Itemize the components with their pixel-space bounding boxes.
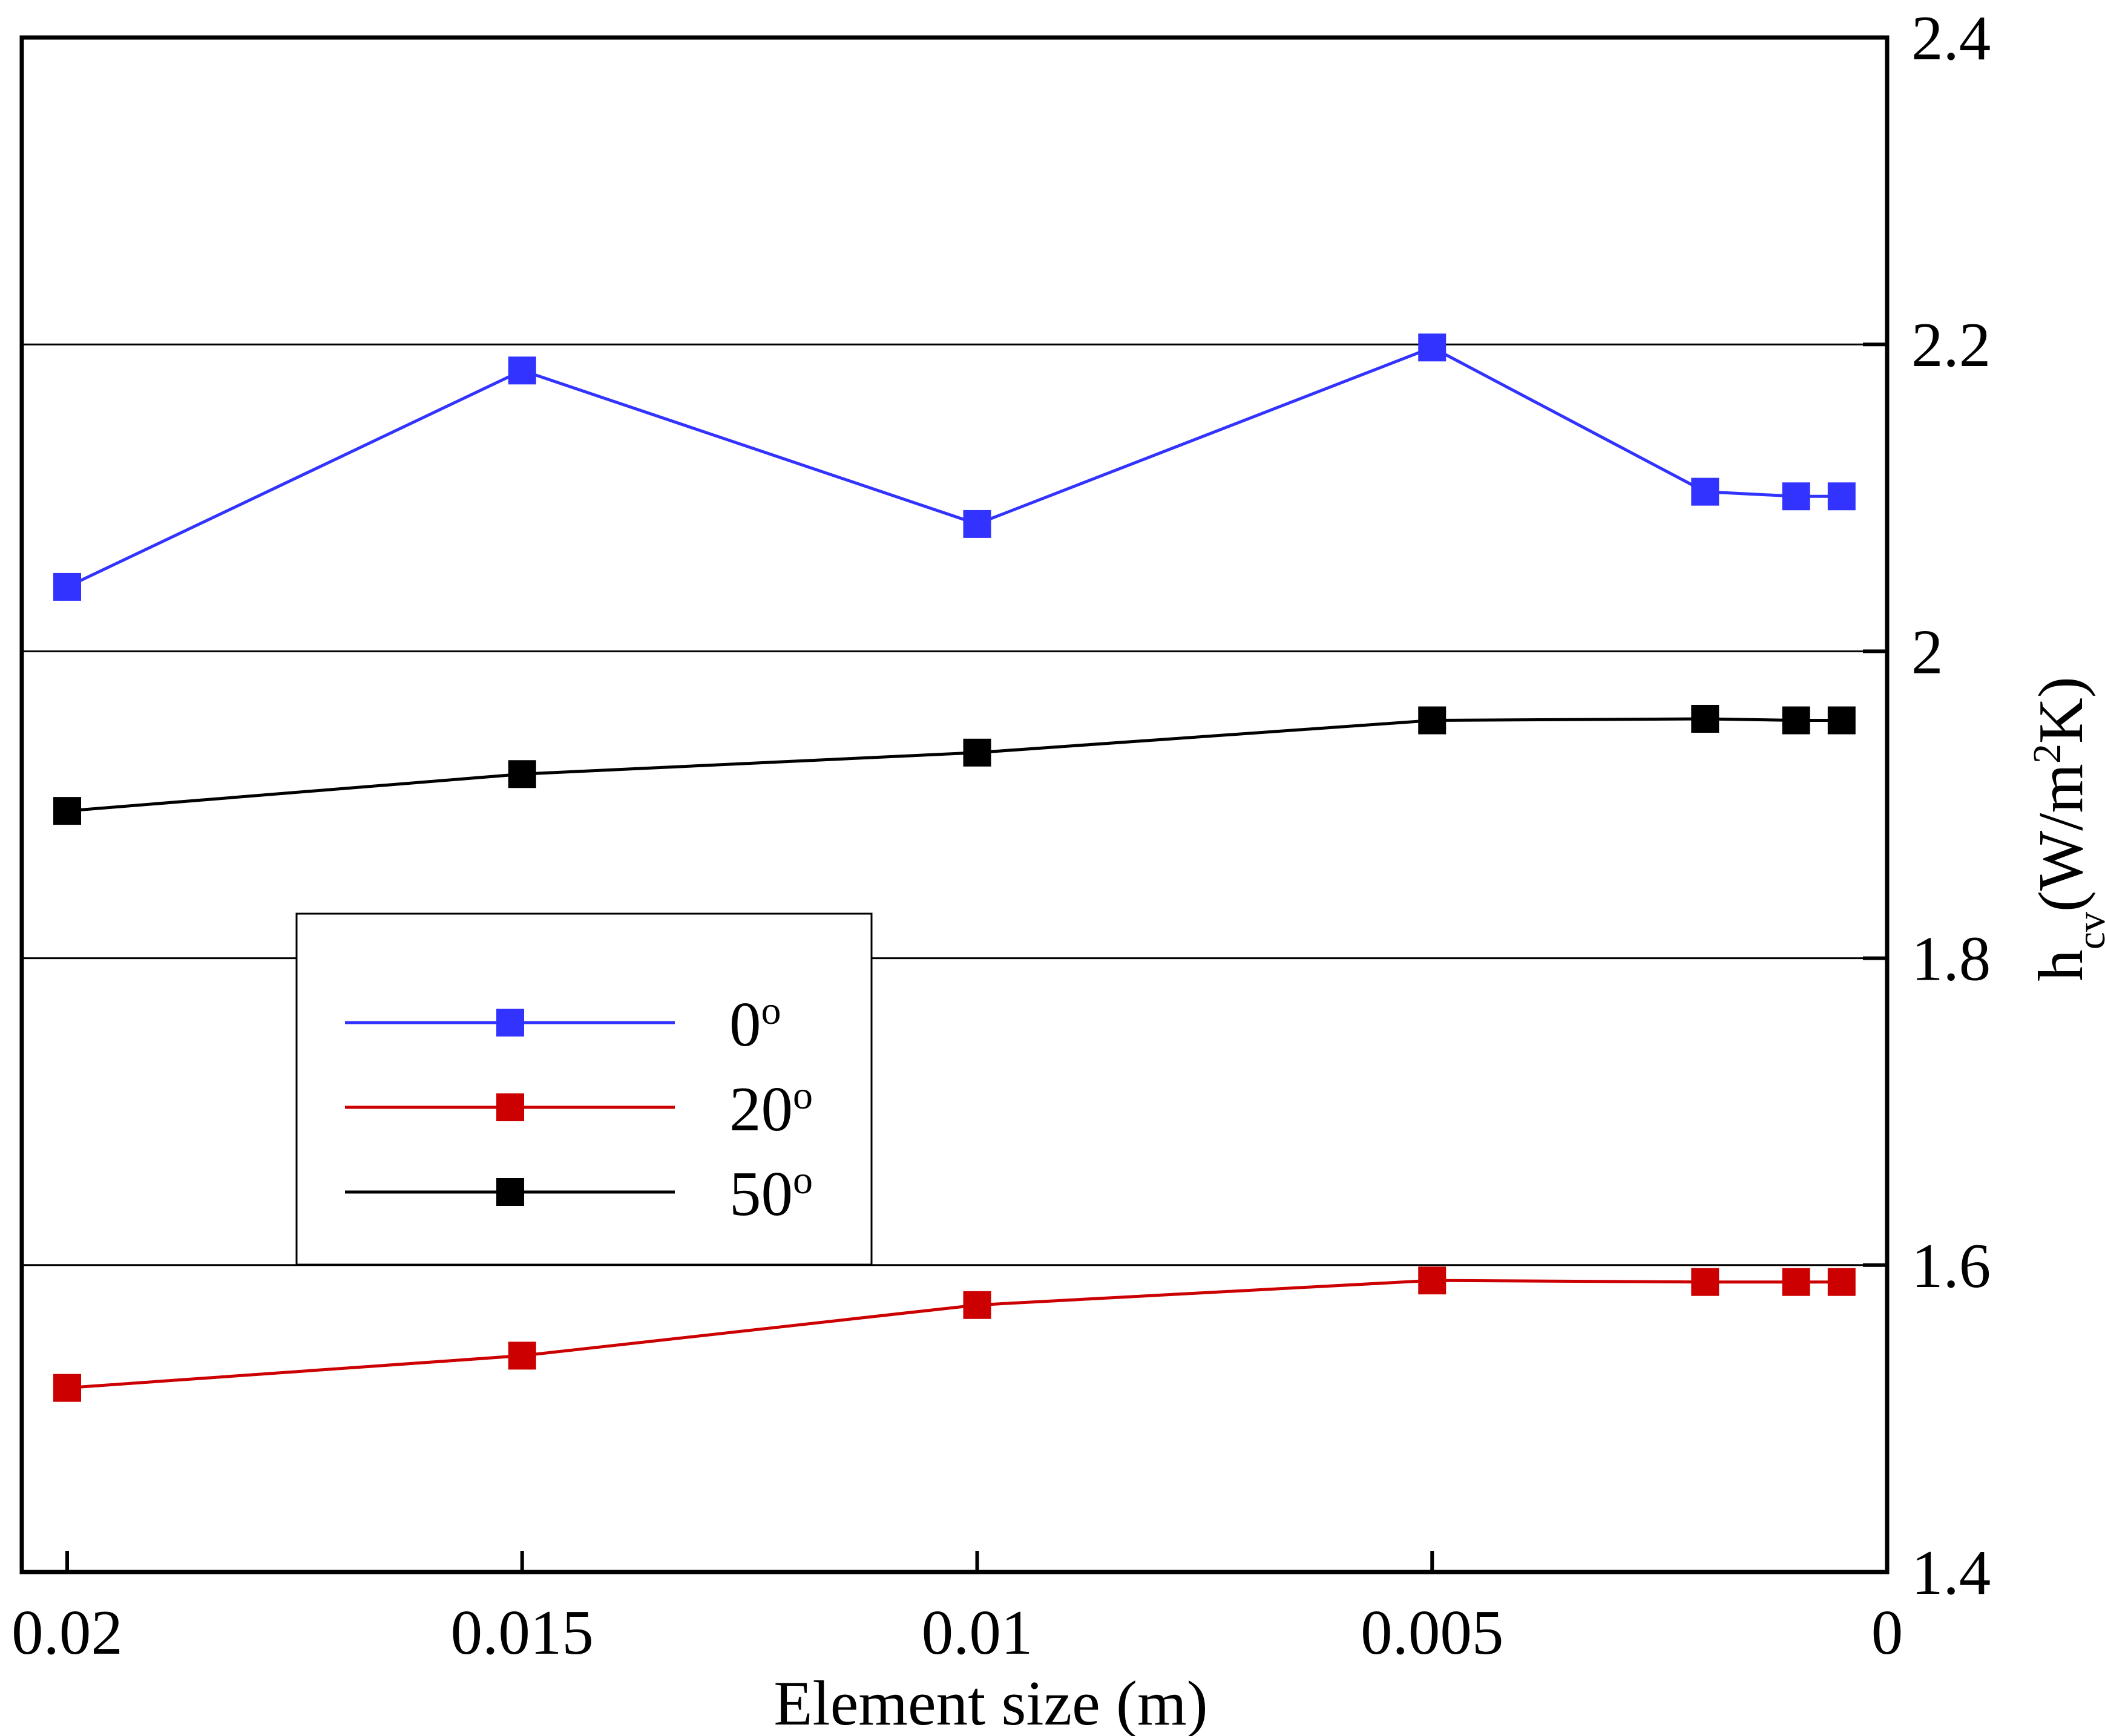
x-tick-label-0.02: 0.02: [11, 1597, 123, 1668]
legend-label-degree: o: [793, 1073, 813, 1118]
series-20-point-3: [1418, 1266, 1447, 1295]
series-0-point-6: [1827, 482, 1856, 511]
legend-label-50: 50o: [729, 1158, 813, 1230]
y-axis-title-sub: cv: [2069, 912, 2105, 949]
y-tick-label-1.6: 1.6: [1911, 1230, 1991, 1301]
series-50-point-4: [1691, 704, 1719, 733]
y-axis-title-sup: 2: [2025, 744, 2069, 764]
legend-label-20: 20o: [729, 1073, 813, 1145]
y-tick-label-2: 2: [1911, 616, 1943, 687]
legend-label-degree: o: [761, 989, 781, 1033]
series-20-point-4: [1691, 1268, 1719, 1296]
series-0-point-2: [963, 509, 991, 538]
plot-frame: [19, 35, 1890, 1574]
y-tick-label-1.8: 1.8: [1911, 923, 1991, 994]
y-axis-title-unit-close: K): [2025, 676, 2096, 744]
legend-marker-0: [496, 1009, 524, 1037]
y-axis-title-unit-open: (W/m: [2025, 764, 2096, 912]
legend-label-value: 50: [729, 1158, 793, 1229]
y-tick-label-1.4: 1.4: [1911, 1537, 1991, 1608]
series-50-point-5: [1782, 706, 1810, 735]
y-tick-label-2.2: 2.2: [1911, 309, 1991, 380]
axis-ticks: [65, 36, 1889, 1574]
series-0-point-0: [53, 572, 81, 601]
legend-box: [295, 912, 873, 1266]
series-50-point-2: [963, 738, 991, 767]
series-50-point-6: [1827, 706, 1856, 735]
series-20-point-0: [53, 1374, 81, 1402]
series-0-point-3: [1418, 333, 1447, 362]
series-0-point-1: [508, 356, 536, 385]
series-20-point-5: [1782, 1268, 1810, 1296]
data-series: [53, 333, 1856, 1402]
y-tick-label-2.4: 2.4: [1911, 2, 1991, 73]
series-20-point-1: [508, 1341, 536, 1370]
legend-marker-50: [496, 1178, 524, 1206]
legend-label-0: 0o: [729, 989, 781, 1060]
x-tick-label-0.01: 0.01: [922, 1597, 1033, 1668]
series-0-point-4: [1691, 477, 1719, 506]
x-tick-label-0: 0: [1871, 1597, 1903, 1668]
legend-label-value: 0: [729, 989, 761, 1060]
x-tick-label-0.005: 0.005: [1361, 1597, 1503, 1668]
series-0-point-5: [1782, 482, 1810, 511]
series-20-point-6: [1827, 1268, 1856, 1296]
x-axis-title: Element size (m): [773, 1668, 1207, 1736]
y-axis-title-base: h: [2025, 949, 2096, 981]
series-50-point-1: [508, 760, 536, 788]
tick-labels: 0.02 0.015 0.01 0.005 01.41.61.822.22.4: [11, 2, 1991, 1668]
series-20-point-2: [963, 1291, 991, 1319]
series-50-point-0: [53, 797, 81, 825]
x-tick-label-0.015: 0.015: [451, 1597, 594, 1668]
legend-marker-20: [496, 1093, 524, 1121]
legend-label-degree: o: [793, 1158, 813, 1202]
series-50-point-3: [1418, 706, 1447, 735]
y-axis-title: hcv(W/m2K): [2025, 676, 2105, 981]
legend-label-value: 20: [729, 1073, 793, 1144]
